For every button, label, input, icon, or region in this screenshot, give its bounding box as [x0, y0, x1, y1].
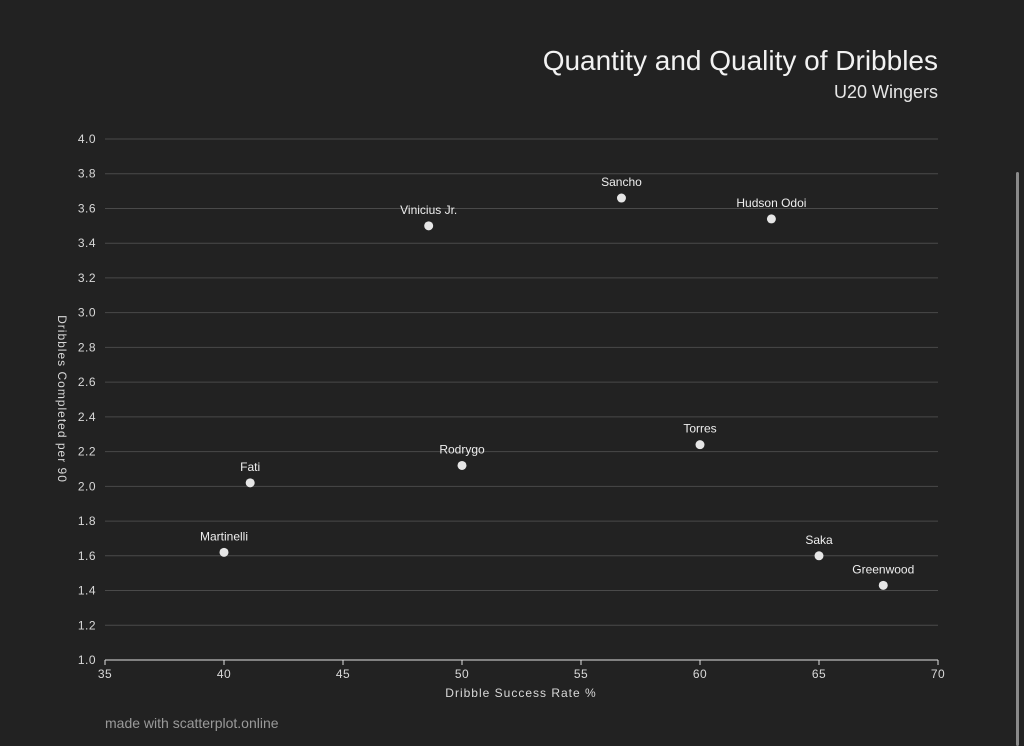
y-tick-label: 1.8: [78, 514, 96, 528]
y-tick-label: 3.6: [78, 201, 96, 215]
data-point[interactable]: [878, 580, 888, 590]
data-points: Sancho Hudson Odoi Vinicius Jr. Torres Rodry…: [200, 175, 914, 590]
x-tick-label: 45: [336, 667, 350, 681]
y-tick-label: 2.8: [78, 340, 96, 354]
data-point[interactable]: [457, 460, 467, 470]
y-tick-label: 3.2: [78, 271, 96, 285]
x-tick-label: 55: [574, 667, 588, 681]
y-tick-label: 1.0: [78, 653, 96, 667]
data-point[interactable]: [424, 221, 434, 231]
gridlines: [105, 138, 938, 626]
y-tick-label: 2.6: [78, 375, 96, 389]
point-label: Fati: [240, 460, 260, 474]
data-point[interactable]: [245, 478, 255, 488]
scrollbar[interactable]: [1016, 172, 1019, 746]
x-tick-label: 40: [217, 667, 231, 681]
data-point[interactable]: [695, 440, 705, 450]
y-tick-label: 1.2: [78, 618, 96, 632]
point-label: Vinicius Jr.: [400, 203, 457, 217]
data-point[interactable]: [766, 214, 776, 224]
point-label: Saka: [805, 533, 833, 547]
x-tick-label: 60: [693, 667, 707, 681]
footer-credit[interactable]: made with scatterplot.online: [105, 715, 279, 731]
y-axis-label: Dribbles Completed per 90: [55, 315, 69, 483]
x-tick-label: 70: [931, 667, 945, 681]
point-label: Hudson Odoi: [736, 196, 806, 210]
x-tick-label: 65: [812, 667, 826, 681]
chart-subtitle: U20 Wingers: [834, 82, 938, 102]
x-axis-label: Dribble Success Rate %: [445, 686, 596, 700]
point-label: Rodrygo: [439, 442, 485, 456]
x-axis-ticks: 35 40 45 50 55 60 65 70: [98, 660, 945, 681]
y-tick-label: 2.0: [78, 479, 96, 493]
x-tick-label: 35: [98, 667, 112, 681]
y-tick-label: 2.4: [78, 410, 96, 424]
data-point[interactable]: [219, 547, 229, 557]
y-tick-label: 4.0: [78, 132, 96, 146]
y-tick-label: 2.2: [78, 445, 96, 459]
y-tick-label: 3.4: [78, 236, 96, 250]
x-tick-label: 50: [455, 667, 469, 681]
y-tick-label: 1.4: [78, 584, 96, 598]
y-tick-label: 1.6: [78, 549, 96, 563]
point-label: Martinelli: [200, 529, 248, 543]
y-tick-label: 3.8: [78, 167, 96, 181]
point-label: Sancho: [601, 175, 642, 189]
y-tick-label: 3.0: [78, 306, 96, 320]
data-point[interactable]: [814, 551, 824, 561]
point-label: Torres: [683, 422, 716, 436]
data-point[interactable]: [616, 193, 626, 203]
chart-title: Quantity and Quality of Dribbles: [543, 45, 938, 76]
point-label: Greenwood: [852, 562, 914, 576]
y-axis-ticks: 1.0 1.2 1.4 1.6 1.8 2.0 2.2 2.4 2.6 2.8 3.0 3.2 3.4 3…: [78, 132, 96, 667]
